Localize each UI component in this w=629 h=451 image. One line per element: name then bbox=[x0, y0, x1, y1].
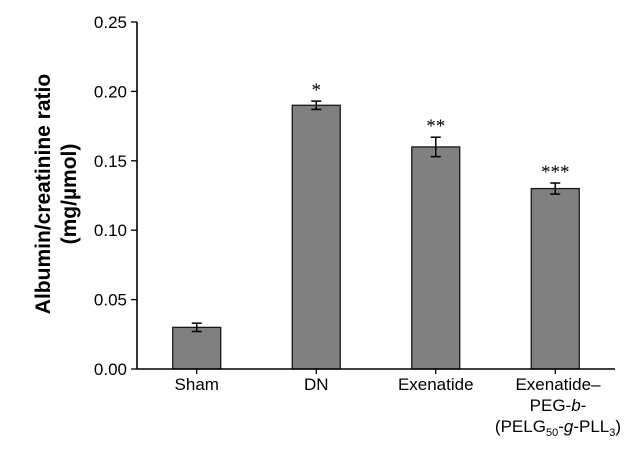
x-tick-label: DN bbox=[304, 375, 329, 394]
y-tick-label: 0.00 bbox=[94, 360, 127, 379]
x-tick-label-line2: PEG-b- bbox=[530, 396, 587, 415]
bar bbox=[291, 104, 341, 370]
y-tick-label: 0.25 bbox=[94, 13, 127, 32]
significance-marker: ** bbox=[426, 116, 445, 137]
bar bbox=[172, 326, 222, 370]
x-tick-label: Exenatide bbox=[398, 375, 474, 394]
x-tick-label-line3: (PELG50-g-PLL3) bbox=[495, 417, 621, 439]
significance-marker: * bbox=[312, 80, 322, 101]
y-axis-unit: (mg/µmol) bbox=[58, 144, 81, 245]
error-bars-group bbox=[191, 100, 561, 333]
x-tick-label-line1: Exenatide– bbox=[515, 375, 601, 394]
y-tick-label: 0.10 bbox=[94, 221, 127, 240]
significance-annotations: ****** bbox=[312, 80, 570, 183]
y-tick-label: 0.15 bbox=[94, 152, 127, 171]
y-tick-label: 0.20 bbox=[94, 82, 127, 101]
bar bbox=[530, 187, 580, 370]
y-ticks-group: 0.00 0.05 0.10 0.15 0.20 0.25 bbox=[94, 13, 137, 379]
x-tick-label: Sham bbox=[175, 375, 219, 394]
y-tick-label: 0.05 bbox=[94, 291, 127, 310]
bar bbox=[411, 146, 461, 370]
significance-marker: *** bbox=[541, 162, 570, 183]
y-axis-title: Albumin/creatinine ratio bbox=[32, 74, 55, 314]
bars-group bbox=[172, 104, 580, 370]
x-ticks-group: Sham DN Exenatide bbox=[175, 369, 556, 394]
